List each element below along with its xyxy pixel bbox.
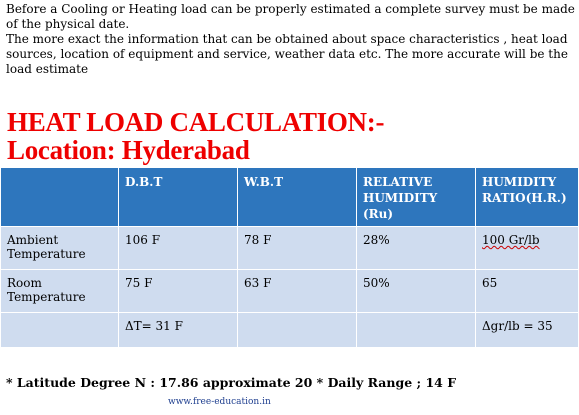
table-cell: 50% bbox=[356, 269, 476, 313]
page-title: HEAT LOAD CALCULATION:- Location: Hydera… bbox=[7, 108, 384, 164]
site-url: www.free-education.in bbox=[168, 397, 271, 407]
table-cell: 28% bbox=[356, 226, 476, 270]
title-line-1: HEAT LOAD CALCULATION:- bbox=[7, 107, 385, 137]
table-cell: 106 F bbox=[118, 226, 238, 270]
table-row: ΔT= 31 F Δgr/lb = 35 bbox=[0, 312, 579, 348]
table-cell bbox=[237, 312, 357, 348]
table-cell bbox=[356, 312, 476, 348]
header-cell-wbt: W.B.T bbox=[237, 167, 357, 227]
footnote: * Latitude Degree N : 17.86 approximate … bbox=[6, 375, 457, 390]
table-cell: 65 bbox=[475, 269, 579, 313]
table-cell: 78 F bbox=[237, 226, 357, 270]
intro-paragraph-1: Before a Cooling or Heating load can be … bbox=[6, 2, 575, 31]
humidity-ratio-value: 100 Gr/lb bbox=[482, 233, 540, 247]
header-cell-dbt: D.B.T bbox=[118, 167, 238, 227]
table-cell: Δgr/lb = 35 bbox=[475, 312, 579, 348]
header-cell-relative-humidity: RELATIVE HUMIDITY (Ru) bbox=[356, 167, 476, 227]
table-row: Room Temperature 75 F 63 F 50% 65 bbox=[0, 269, 579, 313]
table-cell: 100 Gr/lb bbox=[475, 226, 579, 270]
table-cell: 75 F bbox=[118, 269, 238, 313]
row-label: Ambient Temperature bbox=[0, 226, 119, 270]
table-header-row: D.B.T W.B.T RELATIVE HUMIDITY (Ru) HUMID… bbox=[0, 167, 579, 227]
table-row: Ambient Temperature 106 F 78 F 28% 100 G… bbox=[0, 226, 579, 270]
table-cell bbox=[0, 312, 119, 348]
intro-text: Before a Cooling or Heating load can be … bbox=[6, 2, 576, 77]
intro-paragraph-2: The more exact the information that can … bbox=[6, 32, 568, 76]
row-label: Room Temperature bbox=[0, 269, 119, 313]
header-cell-humidity-ratio: HUMIDITY RATIO(H.R.) bbox=[475, 167, 579, 227]
title-line-2: Location: Hyderabad bbox=[7, 135, 250, 165]
header-cell-blank bbox=[0, 167, 119, 227]
heat-load-table: D.B.T W.B.T RELATIVE HUMIDITY (Ru) HUMID… bbox=[0, 167, 579, 348]
table-cell: ΔT= 31 F bbox=[118, 312, 238, 348]
table-cell: 63 F bbox=[237, 269, 357, 313]
